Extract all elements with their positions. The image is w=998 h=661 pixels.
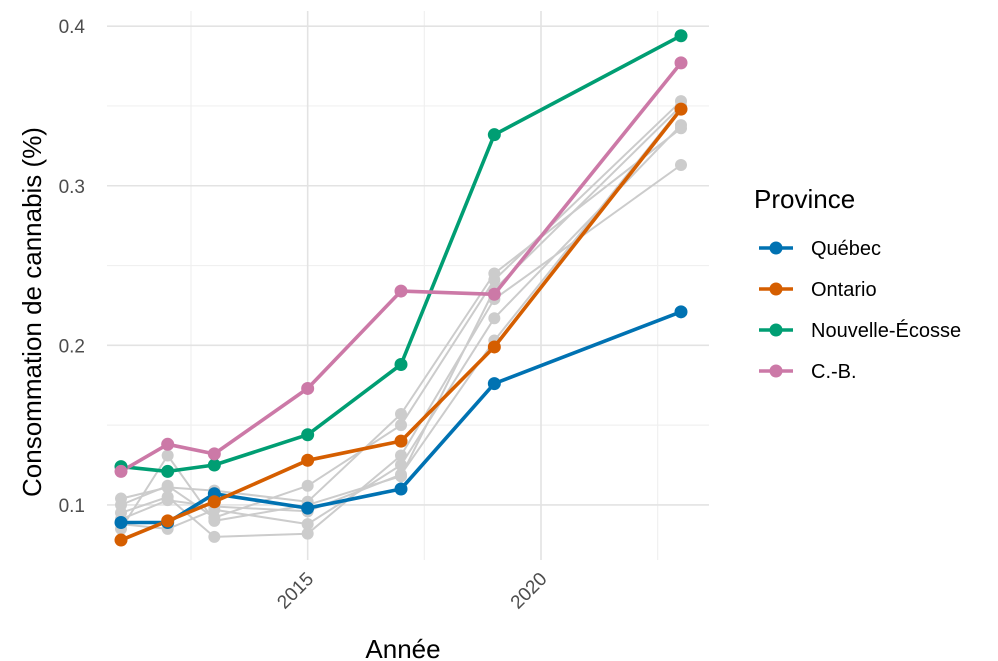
series-point [114,464,128,478]
other-province-point [675,119,687,132]
series-point [161,464,175,478]
series-point [207,458,221,472]
y-tick-label: 0.2 [59,336,85,357]
y-axis-title: Consommation de cannabis (%) [17,127,47,497]
series-point [301,381,315,395]
other-province-point [395,419,407,432]
series-point [487,377,501,391]
other-province-point [395,470,407,483]
series-point [674,305,688,319]
series-line [119,33,683,474]
legend: Province Québec Ontario Nouvelle-Écosse C.-… [754,184,961,383]
other-province-point [488,312,501,325]
legend-label: C.-B. [811,361,857,383]
legend-title: Province [754,184,855,214]
x-tick-label: 2020 [507,569,552,614]
legend-key-point [769,364,783,378]
grid-major [107,11,709,560]
series-point [301,501,315,515]
other-province-point [395,459,407,472]
legend-key-point [769,241,783,255]
other-province-point [161,479,174,492]
series-point [301,428,315,442]
legend-key-point [769,282,783,296]
other-province-point [395,407,407,420]
legend-label: Nouvelle-Écosse [811,319,961,342]
series-points [114,29,688,547]
other-province-point [208,530,221,543]
other-province-point [161,494,174,507]
other-province-point [208,514,221,527]
legend-key-point [769,323,783,337]
series-point [394,482,408,496]
y-tick-labels: 0.1 0.2 0.3 0.4 [59,17,86,517]
series-point [394,434,408,448]
y-tick-label: 0.3 [59,177,85,198]
series-point [487,340,501,354]
other-province-point [301,527,314,540]
x-tick-labels: 2015 2020 [273,569,551,614]
other-province-point [395,449,407,462]
legend-items: Québec Ontario Nouvelle-Écosse C.-B. [759,238,961,383]
series-point [487,287,501,301]
x-tick-label: 2015 [273,569,318,614]
other-province-point [161,449,174,462]
series-point [114,515,128,529]
series-point [301,453,315,467]
series-point [674,29,688,43]
y-tick-label: 0.4 [59,17,86,38]
series-point [161,437,175,451]
series-point [674,56,688,70]
series-point [674,102,688,116]
series-point [394,357,408,371]
x-axis-title: Année [365,634,440,661]
series-point [114,533,128,547]
series-point [207,447,221,461]
legend-label: Québec [811,238,881,260]
series-point [487,128,501,142]
other-province-point [301,479,314,492]
grid-minor [107,11,709,560]
other-province-point [301,518,314,531]
legend-label: Ontario [811,279,877,301]
y-tick-label: 0.1 [59,496,85,517]
series-point [161,514,175,528]
other-province-point [675,159,687,172]
other-province-point [488,273,501,286]
series-point [207,495,221,509]
series-point [394,284,408,298]
